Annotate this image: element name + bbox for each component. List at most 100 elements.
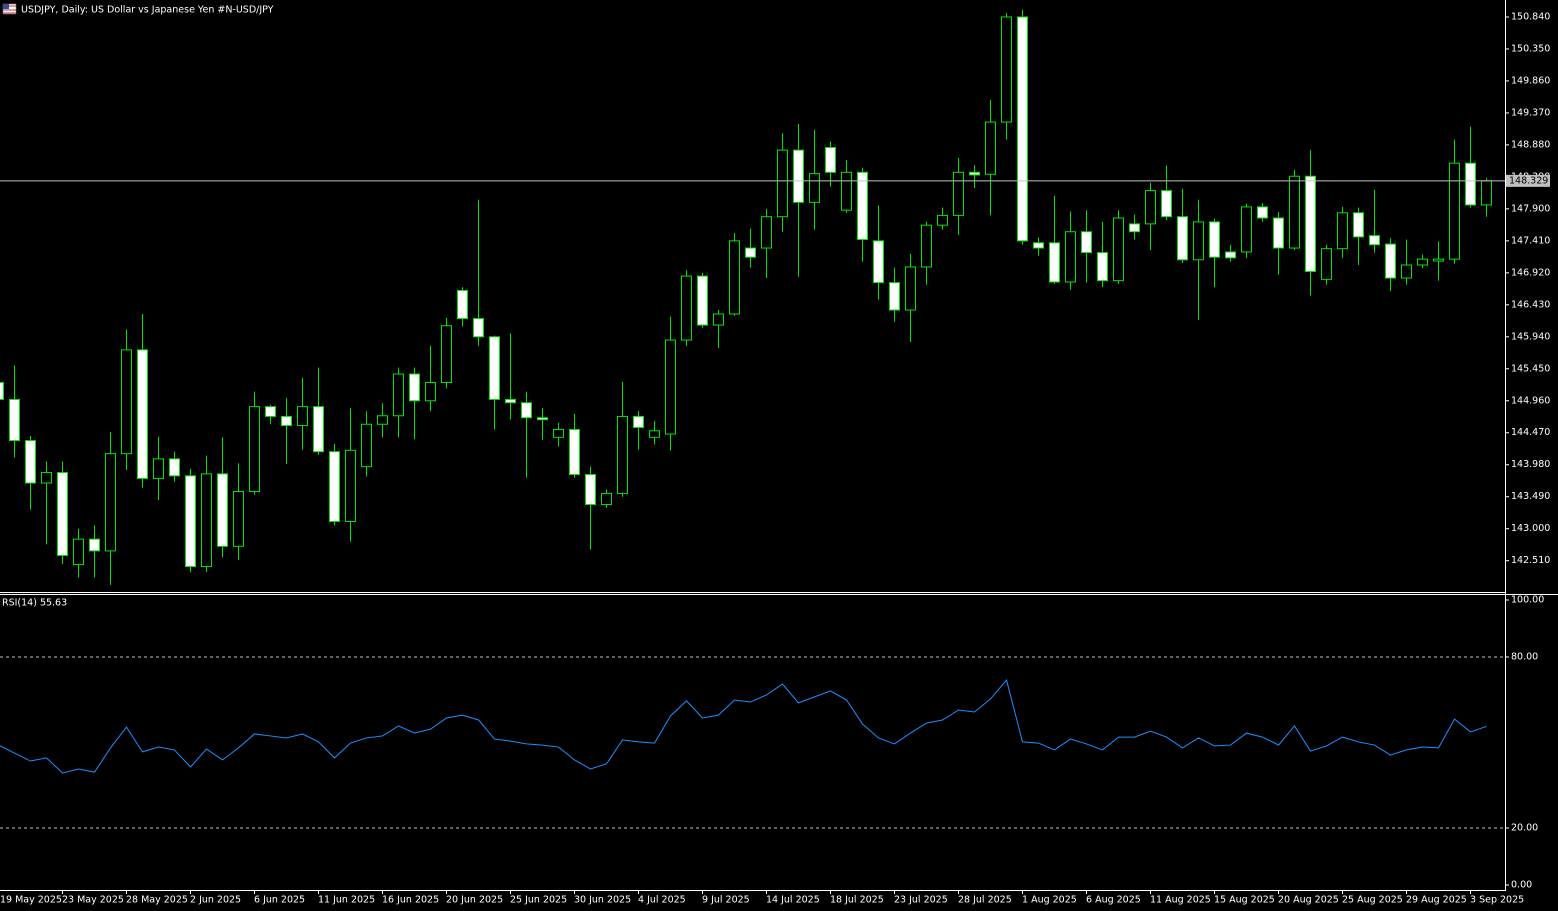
candle-body — [473, 318, 484, 338]
x-tick-label: 28 May 2025 — [126, 895, 188, 906]
candle-body — [585, 474, 596, 506]
candle-body — [713, 313, 724, 326]
candle-body — [1049, 242, 1060, 283]
candle-body — [89, 538, 100, 552]
candle-body — [457, 289, 468, 320]
y-tick-label: 142.510 — [1511, 555, 1550, 566]
candle-body — [425, 381, 436, 402]
y-tick-label: 150.350 — [1511, 43, 1550, 54]
y-tick-label: 143.490 — [1511, 491, 1550, 502]
candle-body — [1177, 216, 1188, 261]
candle-body — [889, 282, 900, 311]
rsi-line — [0, 679, 1487, 774]
candle-body — [953, 171, 964, 216]
candle-body — [1225, 251, 1236, 259]
flag-icon — [2, 3, 17, 15]
candle-body — [921, 224, 932, 268]
last-price-box — [1506, 174, 1550, 187]
y-tick-label: 20.00 — [1511, 823, 1538, 834]
candle-body — [281, 415, 292, 427]
y-tick-label: 150.840 — [1511, 11, 1550, 22]
candles — [0, 9, 1492, 585]
x-tick-label: 11 Aug 2025 — [1150, 895, 1211, 906]
last-price-label: 148.329 — [1509, 175, 1548, 186]
candle-body — [1289, 175, 1300, 249]
candle-body — [1305, 175, 1316, 273]
candle-body — [601, 492, 612, 506]
y-tick-label: 147.900 — [1511, 203, 1550, 214]
candle-body — [633, 415, 644, 429]
candle-body — [1193, 221, 1204, 261]
candle-body — [313, 406, 324, 453]
x-tick-label: 29 Aug 2025 — [1406, 895, 1467, 906]
candle-body — [1081, 231, 1092, 254]
y-tick-label: 145.450 — [1511, 363, 1550, 374]
candle-body — [1337, 212, 1348, 250]
candle-body — [761, 216, 772, 249]
candle-body — [537, 417, 548, 421]
candle-body — [1161, 190, 1172, 218]
candle-body — [617, 415, 628, 494]
candle-body — [905, 266, 916, 311]
x-tick-label: 25 Aug 2025 — [1342, 895, 1403, 906]
candle-body — [697, 275, 708, 326]
candle-body — [57, 472, 68, 556]
y-tick-label: 146.430 — [1511, 299, 1550, 310]
candle-body — [1209, 221, 1220, 258]
y-tick-label: 145.940 — [1511, 331, 1550, 342]
candle-body — [553, 428, 564, 438]
x-tick-label: 20 Aug 2025 — [1278, 895, 1339, 906]
y-tick-label: 148.880 — [1511, 139, 1550, 150]
candle-body — [1481, 180, 1492, 206]
candle-body — [265, 406, 276, 417]
candle-body — [745, 247, 756, 258]
y-tick-label: 144.470 — [1511, 427, 1550, 438]
x-tick-label: 16 Jun 2025 — [382, 895, 439, 906]
candle-body — [73, 538, 84, 566]
candle-body — [345, 449, 356, 523]
y-tick-label: 80.00 — [1511, 652, 1538, 663]
candle-body — [681, 275, 692, 341]
candle-body — [105, 453, 116, 552]
candle-body — [1401, 264, 1412, 279]
candle-body — [1257, 206, 1268, 219]
candle-body — [729, 240, 740, 315]
candle-body — [137, 349, 148, 479]
candle-body — [169, 458, 180, 477]
candle-body — [1321, 248, 1332, 280]
candle-body — [1465, 162, 1476, 206]
candle-body — [25, 440, 36, 484]
candle-body — [1369, 235, 1380, 246]
candle-body — [9, 398, 20, 442]
x-tick-label: 6 Jun 2025 — [254, 895, 305, 906]
y-tick-label: 0.00 — [1511, 880, 1532, 891]
candle-body — [1145, 190, 1156, 225]
candle-body — [649, 430, 660, 438]
candle-body — [969, 171, 980, 176]
y-tick-label: 143.980 — [1511, 459, 1550, 470]
candle-body — [569, 428, 580, 476]
candle-body — [489, 336, 500, 400]
x-tick-label: 23 May 2025 — [62, 895, 124, 906]
candle-body — [825, 147, 836, 173]
candle-body — [1129, 223, 1140, 233]
candle-body — [249, 406, 260, 492]
candle-body — [441, 325, 452, 383]
y-tick-label: 149.860 — [1511, 75, 1550, 86]
x-tick-label: 14 Jul 2025 — [766, 895, 820, 906]
y-tick-label: 146.920 — [1511, 267, 1550, 278]
candle-body — [1449, 162, 1460, 260]
x-tick-label: 19 May 2025 — [0, 895, 62, 906]
candle-body — [233, 490, 244, 547]
x-tick-label: 11 Jun 2025 — [318, 895, 375, 906]
y-tick-label: 149.370 — [1511, 107, 1550, 118]
candle-body — [937, 214, 948, 226]
candle-body — [1113, 217, 1124, 282]
candle-body — [521, 402, 532, 419]
y-tick-label: 100.00 — [1511, 595, 1544, 606]
x-tick-label: 1 Aug 2025 — [1022, 895, 1077, 906]
candle-body — [1001, 16, 1012, 123]
